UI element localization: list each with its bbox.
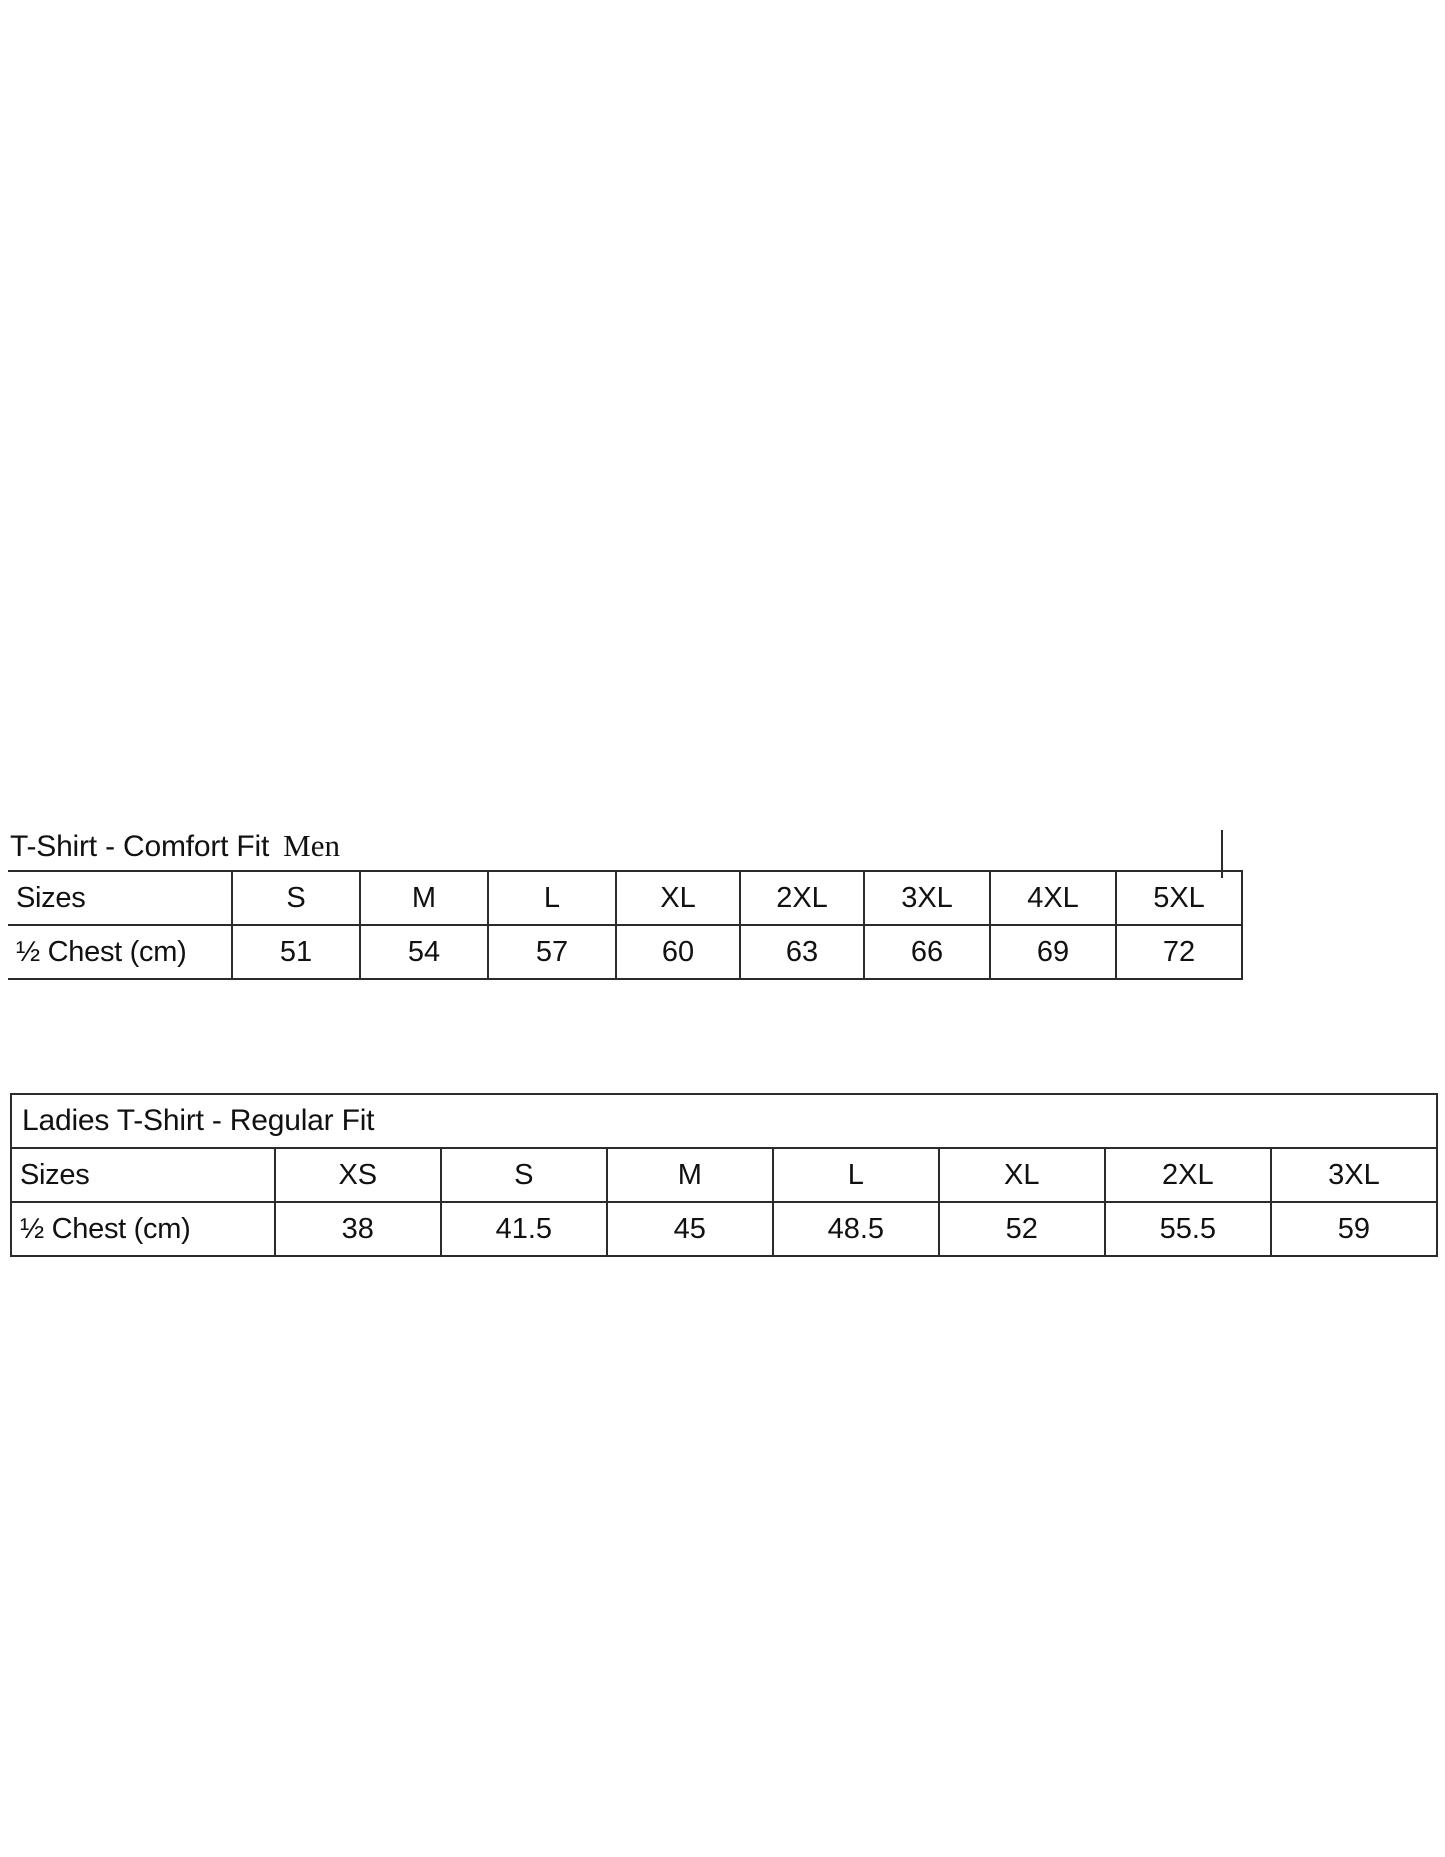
measurement-cell: 69 xyxy=(989,924,1117,980)
size-header-cell: 2XL xyxy=(1103,1147,1272,1203)
measurement-cell: 51 xyxy=(231,924,361,980)
row-label-half-chest: ½ Chest (cm) xyxy=(8,924,233,980)
measurement-cell: 72 xyxy=(1115,924,1243,980)
table-row-title: Ladies T-Shirt - Regular Fit xyxy=(10,1093,1438,1149)
mens-size-table: Sizes S M L XL 2XL 3XL 4XL 5XL ½ Chest (… xyxy=(8,870,1243,980)
table-row-half-chest: ½ Chest (cm) 51 54 57 60 63 66 69 72 xyxy=(8,924,1243,980)
row-label-sizes: Sizes xyxy=(8,870,233,926)
table-row-sizes: Sizes S M L XL 2XL 3XL 4XL 5XL xyxy=(8,870,1243,926)
table-row-sizes: Sizes XS S M L XL 2XL 3XL xyxy=(10,1147,1439,1203)
measurement-cell: 41.5 xyxy=(439,1201,608,1257)
size-header-cell: S xyxy=(439,1147,608,1203)
ladies-size-table: Ladies T-Shirt - Regular Fit Sizes XS S … xyxy=(10,1093,1439,1257)
title-right-rule xyxy=(1221,830,1223,878)
measurement-cell: 55.5 xyxy=(1103,1201,1272,1257)
mens-size-chart: T-Shirt - Comfort Fit Men Sizes S M L XL… xyxy=(8,828,1243,980)
measurement-cell: 66 xyxy=(863,924,991,980)
measurement-cell: 60 xyxy=(615,924,741,980)
measurement-cell: 52 xyxy=(937,1201,1106,1257)
mens-chart-title: T-Shirt - Comfort Fit Men xyxy=(8,828,1222,870)
measurement-cell: 48.5 xyxy=(771,1201,940,1257)
size-header-cell: M xyxy=(605,1147,774,1203)
size-header-cell: XL xyxy=(615,870,741,926)
measurement-cell: 54 xyxy=(359,924,489,980)
table-row-half-chest: ½ Chest (cm) 38 41.5 45 48.5 52 55.5 59 xyxy=(10,1201,1439,1257)
measurement-cell: 57 xyxy=(487,924,617,980)
size-header-cell: L xyxy=(487,870,617,926)
measurement-cell: 38 xyxy=(273,1201,442,1257)
ladies-size-chart: Ladies T-Shirt - Regular Fit Sizes XS S … xyxy=(10,1093,1439,1257)
size-header-cell: XL xyxy=(937,1147,1106,1203)
measurement-cell: 63 xyxy=(739,924,865,980)
size-header-cell: 2XL xyxy=(739,870,865,926)
measurement-cell: 59 xyxy=(1269,1201,1439,1257)
row-label-sizes: Sizes xyxy=(10,1147,276,1203)
row-label-half-chest: ½ Chest (cm) xyxy=(10,1201,276,1257)
size-header-cell: 3XL xyxy=(1269,1147,1439,1203)
ladies-chart-title: Ladies T-Shirt - Regular Fit xyxy=(10,1093,1438,1149)
mens-chart-title-suffix: Men xyxy=(283,828,340,863)
measurement-cell: 45 xyxy=(605,1201,774,1257)
size-header-cell: S xyxy=(231,870,361,926)
size-header-cell: XS xyxy=(273,1147,442,1203)
size-header-cell: 4XL xyxy=(989,870,1117,926)
mens-chart-title-main: T-Shirt - Comfort Fit xyxy=(10,830,270,863)
size-header-cell: M xyxy=(359,870,489,926)
size-header-cell: L xyxy=(771,1147,940,1203)
size-header-cell: 5XL xyxy=(1115,870,1243,926)
size-header-cell: 3XL xyxy=(863,870,991,926)
